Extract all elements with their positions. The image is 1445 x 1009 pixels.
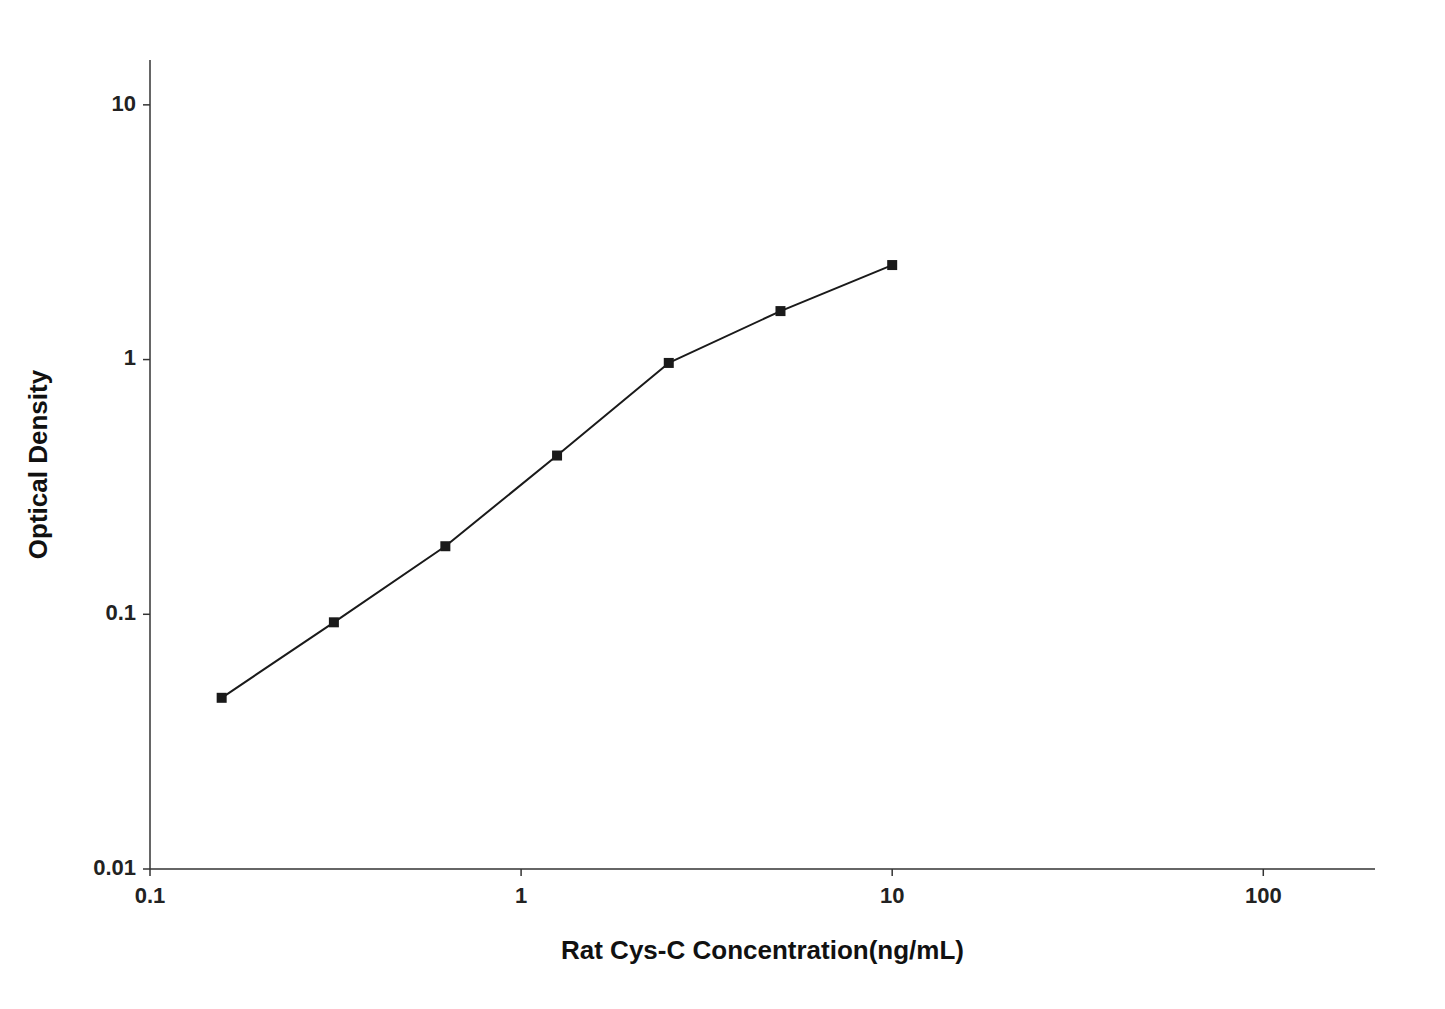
- chart-svg: 0.1 1 10 100 0.01 0.1 1 10 Rat Cys-C Concentrati…: [0, 0, 1445, 1009]
- x-tick: [520, 869, 522, 876]
- y-tick: [143, 104, 150, 106]
- data-line: [222, 265, 893, 698]
- y-tick-label: 10: [112, 91, 136, 116]
- data-point: [440, 541, 450, 551]
- plot-area: [217, 260, 898, 703]
- data-point: [552, 451, 562, 461]
- y-tick-label: 0.01: [93, 855, 136, 880]
- chart-container: 0.1 1 10 100 0.01 0.1 1 10 Rat Cys-C Concentrati…: [0, 0, 1445, 1009]
- data-point: [775, 306, 785, 316]
- data-point: [664, 358, 674, 368]
- x-tick-label: 10: [880, 883, 904, 908]
- x-tick: [891, 869, 893, 876]
- data-point: [329, 617, 339, 627]
- y-tick: [143, 614, 150, 616]
- y-tick: [143, 868, 150, 870]
- data-point: [887, 260, 897, 270]
- x-tick-label: 1: [515, 883, 527, 908]
- page: {"chart_data": {"type": "line", "x": [0.…: [0, 0, 1445, 1009]
- background: [0, 0, 1445, 1009]
- x-tick-label: 0.1: [135, 883, 166, 908]
- x-tick-label: 100: [1245, 883, 1282, 908]
- data-point: [217, 693, 227, 703]
- y-tick-label: 0.1: [105, 600, 136, 625]
- y-tick-label: 1: [124, 345, 136, 370]
- x-axis-label: Rat Cys-C Concentration(ng/mL): [561, 935, 964, 965]
- x-axis-line: [150, 868, 1375, 870]
- axes: 0.1 1 10 100 0.01 0.1 1 10: [93, 60, 1375, 908]
- y-axis-line: [149, 60, 151, 869]
- y-tick: [143, 359, 150, 361]
- x-tick: [1263, 869, 1265, 876]
- y-axis-label: Optical Density: [23, 369, 53, 559]
- markers: [217, 260, 898, 703]
- x-tick: [149, 869, 151, 876]
